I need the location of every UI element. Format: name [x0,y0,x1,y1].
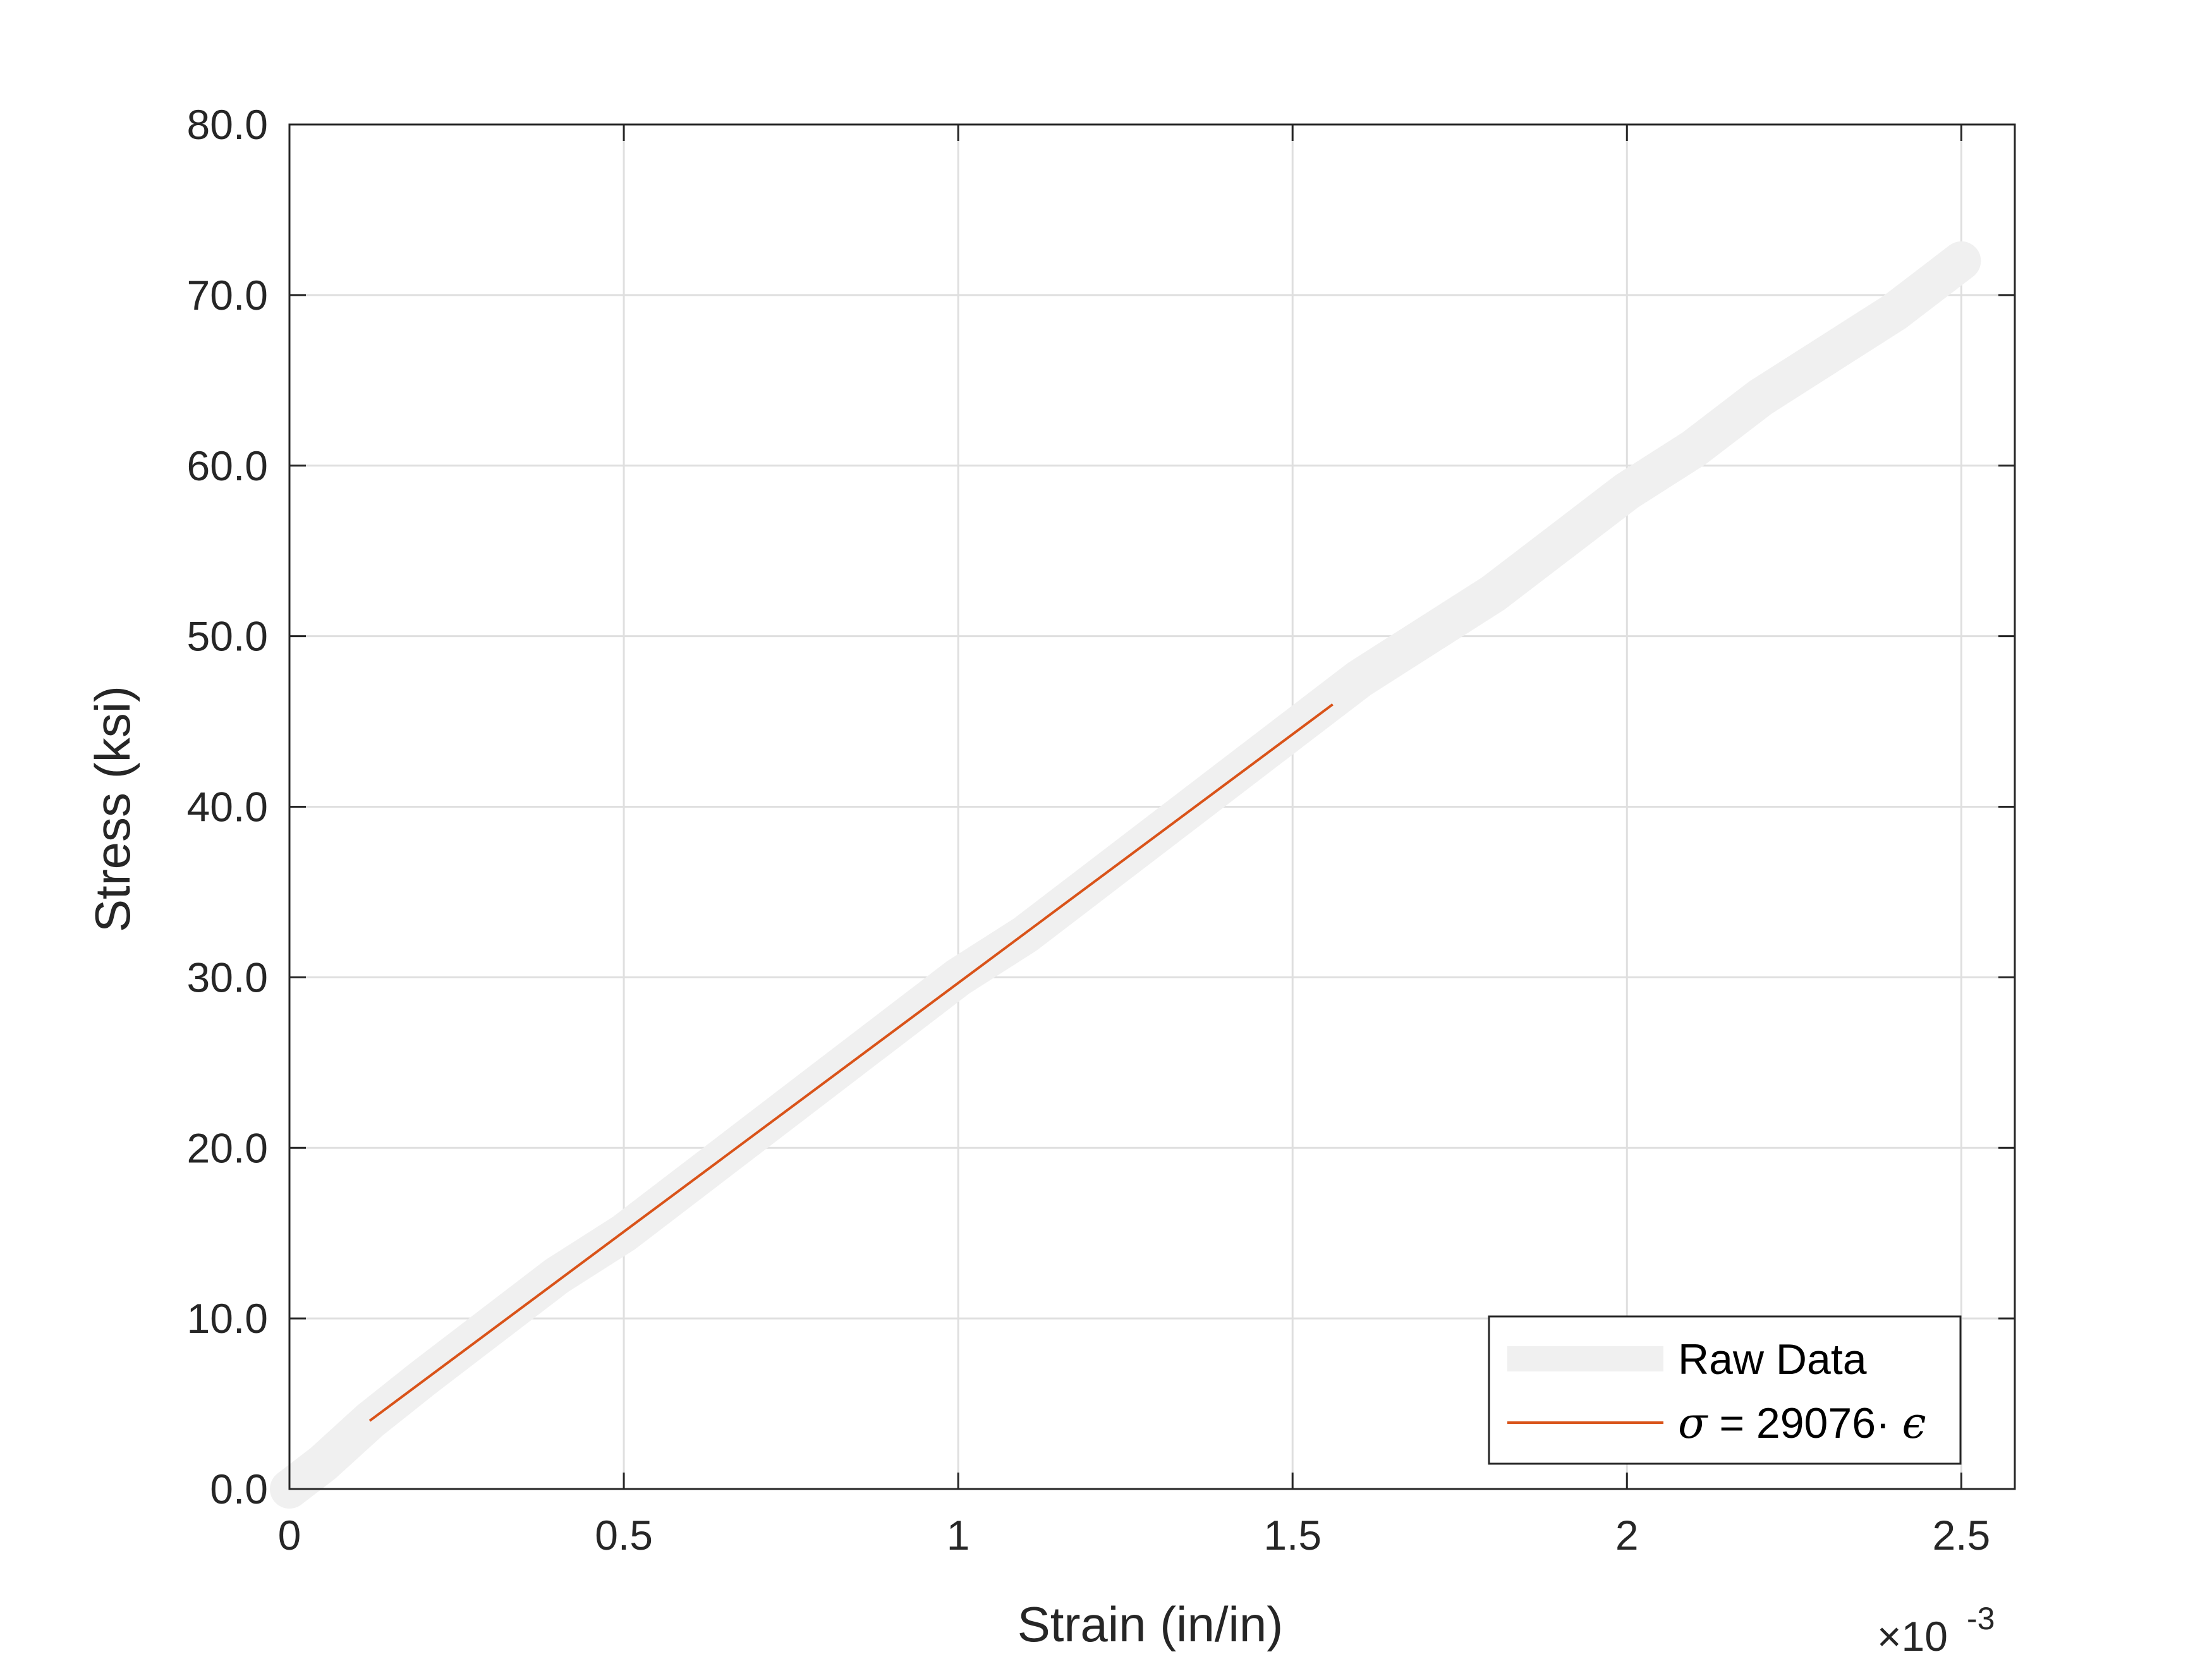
y-tick-label: 60.0 [187,442,268,489]
legend-box [1488,1315,1962,1465]
fit-line-series [368,703,1334,1422]
x-tick-label: 1 [947,1512,970,1559]
tick-marks [288,123,2015,1490]
y-tick-label: 40.0 [187,784,268,830]
y-tick-label: 20.0 [187,1124,268,1171]
x-exponent-base: ×10 [1877,1613,1948,1659]
x-axis-label: Strain (in/in) [1018,1596,1283,1652]
y-tick-label: 50.0 [187,613,268,660]
legend-epsilon: ϵ [1902,1399,1926,1449]
x-tick-label: 2 [1615,1512,1639,1559]
y-tick-label: 0.0 [210,1466,268,1512]
series-layer [270,241,1981,1509]
legend: Raw Data σ = 29076· ϵ [1488,1315,1962,1465]
grid-lines [289,125,2015,1489]
tick-labels: 0 0.5 1 1.5 2 2.5 0.0 10.0 20.0 30.0 40.0 50.0 60.0 7… [187,101,1991,1559]
y-tick-label: 30.0 [187,954,268,1000]
legend-label-raw-data: Raw Data [1678,1335,1867,1383]
x-tick-label: 1.5 [1263,1512,1322,1559]
legend-equation: = 29076· [1707,1399,1902,1447]
x-exponent-power: -3 [1967,1601,1995,1636]
x-tick-label: 2.5 [1932,1512,1990,1559]
y-tick-label: 70.0 [187,272,268,319]
x-tick-label: 0.5 [595,1512,653,1559]
y-tick-label: 80.0 [187,101,268,148]
legend-label-fit-line: σ = 29076· ϵ [1678,1399,1926,1449]
x-tick-label: 0 [278,1512,301,1559]
x-exponent: ×10 -3 [1877,1601,1995,1659]
y-axis-label: Stress (ksi) [85,686,140,932]
legend-sigma: σ [1678,1399,1708,1449]
y-tick-label: 10.0 [187,1295,268,1342]
